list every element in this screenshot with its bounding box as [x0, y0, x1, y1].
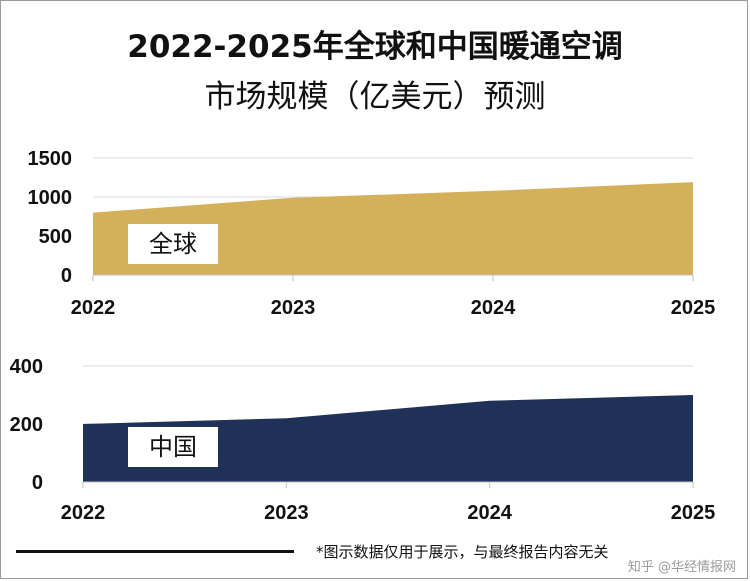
series-label-box	[128, 427, 218, 467]
title-line-2: 市场规模（亿美元）预测	[204, 79, 546, 115]
y-tick-label: 200	[10, 414, 43, 436]
x-tick-label: 2025	[671, 297, 716, 319]
series-label-box	[128, 224, 218, 264]
y-tick-label: 1000	[28, 187, 73, 209]
title-line-1: 2022-2025年全球和中国暖通空调	[127, 29, 623, 65]
x-tick-label: 2024	[467, 502, 512, 524]
x-tick-label: 2022	[61, 502, 106, 524]
footer-note: *图示数据仅用于展示，与最终报告内容无关	[316, 543, 609, 561]
series-label: 中国	[149, 433, 197, 461]
x-tick-label: 2023	[264, 502, 309, 524]
x-tick-label: 2025	[671, 502, 716, 524]
y-tick-label: 0	[61, 265, 72, 287]
y-tick-label: 400	[10, 356, 43, 378]
x-tick-label: 2022	[71, 297, 116, 319]
x-tick-label: 2023	[271, 297, 316, 319]
x-tick-label: 2024	[471, 297, 516, 319]
y-tick-label: 1500	[28, 148, 73, 170]
series-label: 全球	[149, 230, 197, 258]
area-global	[93, 182, 693, 275]
y-tick-label: 500	[39, 226, 72, 248]
watermark: 知乎 @华经情报网	[627, 560, 736, 575]
y-tick-label: 0	[32, 472, 43, 494]
footer-rule	[16, 550, 294, 553]
area-china	[83, 395, 693, 482]
chart-title: 2022-2025年全球和中国暖通空调 市场规模（亿美元）预测	[0, 22, 750, 122]
